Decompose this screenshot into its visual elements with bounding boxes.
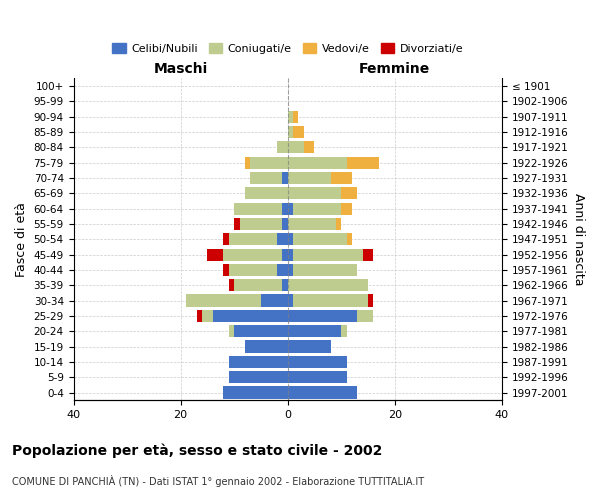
Text: Popolazione per età, sesso e stato civile - 2002: Popolazione per età, sesso e stato civil… — [12, 444, 382, 458]
Bar — [287, 371, 347, 384]
Bar — [287, 202, 293, 215]
Bar — [277, 141, 287, 154]
Bar — [234, 279, 283, 291]
Bar — [362, 248, 373, 261]
Bar — [245, 187, 287, 200]
Bar — [287, 156, 347, 169]
Bar — [261, 294, 287, 307]
Bar — [223, 264, 229, 276]
Bar — [245, 156, 250, 169]
Bar — [277, 264, 287, 276]
Bar — [347, 233, 352, 245]
Bar — [234, 325, 287, 338]
Bar — [287, 264, 293, 276]
Bar — [229, 279, 234, 291]
Bar — [223, 248, 283, 261]
Bar — [293, 126, 304, 138]
Bar — [287, 279, 368, 291]
Bar — [287, 233, 293, 245]
Bar — [223, 233, 229, 245]
Bar — [341, 187, 357, 200]
Bar — [304, 141, 314, 154]
Bar — [250, 172, 283, 184]
Bar — [287, 294, 293, 307]
Bar — [250, 156, 287, 169]
Bar — [239, 218, 283, 230]
Legend: Celibi/Nubili, Coniugati/e, Vedovi/e, Divorziati/e: Celibi/Nubili, Coniugati/e, Vedovi/e, Di… — [108, 39, 467, 58]
Text: Femmine: Femmine — [359, 62, 430, 76]
Bar — [223, 386, 287, 398]
Bar — [283, 218, 287, 230]
Bar — [347, 156, 379, 169]
Bar — [287, 218, 336, 230]
Bar — [368, 294, 373, 307]
Bar — [229, 356, 287, 368]
Bar — [293, 233, 347, 245]
Bar — [287, 187, 341, 200]
Bar — [283, 248, 287, 261]
Bar — [208, 248, 223, 261]
Bar — [357, 310, 373, 322]
Bar — [197, 310, 202, 322]
Bar — [287, 340, 331, 353]
Bar — [287, 126, 293, 138]
Bar — [234, 202, 283, 215]
Bar — [283, 172, 287, 184]
Bar — [341, 325, 347, 338]
Bar — [283, 279, 287, 291]
Bar — [287, 248, 293, 261]
Bar — [229, 264, 277, 276]
Bar — [287, 172, 331, 184]
Bar — [229, 371, 287, 384]
Bar — [293, 248, 362, 261]
Bar — [287, 141, 304, 154]
Bar — [341, 202, 352, 215]
Bar — [277, 233, 287, 245]
Bar — [293, 202, 341, 215]
Bar — [336, 218, 341, 230]
Bar — [202, 310, 213, 322]
Text: COMUNE DI PANCHIÀ (TN) - Dati ISTAT 1° gennaio 2002 - Elaborazione TUTTITALIA.IT: COMUNE DI PANCHIÀ (TN) - Dati ISTAT 1° g… — [12, 475, 424, 487]
Bar — [283, 202, 287, 215]
Text: Maschi: Maschi — [154, 62, 208, 76]
Bar — [213, 310, 287, 322]
Bar — [287, 110, 293, 123]
Bar — [293, 110, 298, 123]
Bar — [287, 356, 347, 368]
Bar — [293, 294, 368, 307]
Bar — [287, 310, 357, 322]
Bar — [229, 233, 277, 245]
Bar — [186, 294, 261, 307]
Y-axis label: Fasce di età: Fasce di età — [15, 202, 28, 276]
Bar — [234, 218, 239, 230]
Bar — [245, 340, 287, 353]
Bar — [331, 172, 352, 184]
Bar — [287, 386, 357, 398]
Bar — [229, 325, 234, 338]
Bar — [287, 325, 341, 338]
Y-axis label: Anni di nascita: Anni di nascita — [572, 193, 585, 286]
Bar — [293, 264, 357, 276]
